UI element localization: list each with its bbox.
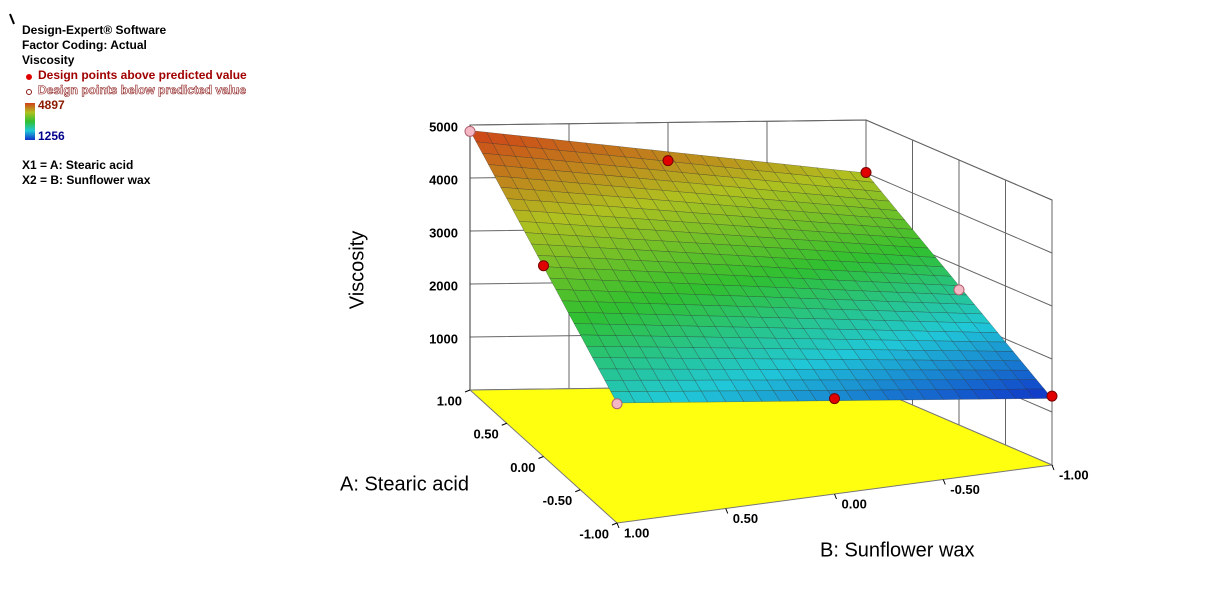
z-axis-title: Viscosity <box>346 231 368 310</box>
design-point <box>953 284 965 296</box>
legend-marker <box>26 74 32 80</box>
x-tick-label: 0.50 <box>473 427 498 442</box>
x-axis-title: A: Stearic acid <box>340 473 469 495</box>
y-tick-label: 0.50 <box>733 511 758 526</box>
y-axis-title: B: Sunflower wax <box>820 539 975 561</box>
x-tick-label: -1.00 <box>579 526 609 541</box>
y-tick-label: 1.00 <box>624 525 649 540</box>
software-label: Design-Expert® Software <box>22 23 167 37</box>
legend-entry: Design points above predicted value <box>38 68 247 82</box>
tick-mark <box>616 522 620 529</box>
design-point <box>662 155 674 167</box>
design-point <box>860 166 872 178</box>
tick-mark <box>942 479 946 485</box>
tick-mark <box>1051 464 1055 471</box>
coding-label: Factor Coding: Actual <box>22 38 147 52</box>
x-tick-label: -0.50 <box>543 493 573 508</box>
y-tick-label: -1.00 <box>1059 467 1089 482</box>
legend-entry: Design points below predicted value <box>38 83 246 97</box>
tick-mark <box>834 493 837 500</box>
y-tick-label: -0.50 <box>950 482 980 497</box>
z-tick-label: 3000 <box>429 225 458 240</box>
tick-mark <box>611 522 618 526</box>
z-tick-label: 4000 <box>429 172 458 187</box>
tick-mark <box>575 489 581 493</box>
tick-mark <box>538 456 544 459</box>
x-tick-label: 0.00 <box>510 460 535 475</box>
tick-mark <box>464 389 471 393</box>
tick-mark <box>725 508 729 514</box>
design-point <box>1046 390 1058 402</box>
surface <box>469 130 1053 404</box>
factor-label: X2 = B: Sunflower wax <box>22 173 151 187</box>
factor-label: X1 = A: Stearic acid <box>22 158 133 172</box>
cursor-mark <box>9 13 15 25</box>
design-point <box>611 398 623 410</box>
z-tick-label: 2000 <box>429 278 458 293</box>
design-point <box>464 125 476 137</box>
tick-mark <box>501 422 507 426</box>
colorbar-max-label: 4897 <box>38 98 65 112</box>
y-tick-label: 0.00 <box>842 496 867 511</box>
x-tick-label: 1.00 <box>437 393 462 408</box>
z-tick-label: 1000 <box>429 331 458 346</box>
design-point <box>538 260 549 272</box>
z-tick-label: 5000 <box>429 119 458 134</box>
colorbar <box>25 103 35 140</box>
legend-marker <box>26 89 32 95</box>
design-point <box>829 393 840 405</box>
response-label: Viscosity <box>22 53 75 67</box>
colorbar-min-label: 1256 <box>38 129 65 143</box>
